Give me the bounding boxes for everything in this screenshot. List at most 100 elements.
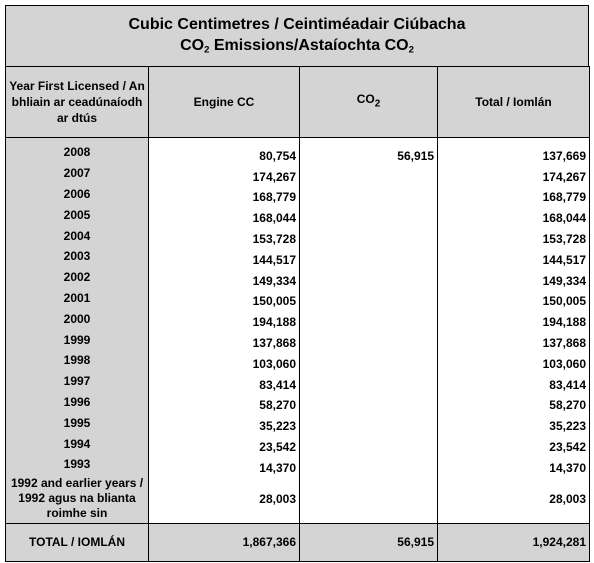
- row-co2: [299, 474, 438, 524]
- table-row: 2006 168,779 168,779: [5, 183, 590, 205]
- table-row: 2002 149,334 149,334: [5, 266, 590, 288]
- row-engine-cc: 174,267: [148, 162, 300, 184]
- row-co2: [299, 329, 438, 350]
- table-title-block: Cubic Centimetres / Ceintiméadair Ciúbac…: [5, 5, 589, 67]
- totals-label: TOTAL / IOMLÁN: [5, 522, 149, 562]
- row-total: 137,868: [437, 329, 590, 350]
- row-co2: [299, 245, 438, 267]
- row-total: 35,223: [437, 412, 590, 434]
- header-engine-cc: Engine CC: [148, 66, 300, 138]
- row-year: 2008: [5, 137, 149, 163]
- table-row: 2007 174,267 174,267: [5, 162, 590, 184]
- table-row: 2001 150,005 150,005: [5, 287, 590, 309]
- row-total: 149,334: [437, 266, 590, 288]
- row-engine-cc: 28,003: [148, 474, 300, 524]
- row-total: 14,370: [437, 453, 590, 475]
- row-engine-cc: 35,223: [148, 412, 300, 434]
- row-co2: [299, 412, 438, 434]
- row-engine-cc: 103,060: [148, 349, 300, 371]
- row-total: 58,270: [437, 391, 590, 413]
- row-total: 28,003: [437, 474, 590, 524]
- row-total: 144,517: [437, 245, 590, 267]
- row-co2: [299, 308, 438, 330]
- row-year: 1993: [5, 453, 149, 475]
- header-row: Year First Licensed / An bhliain ar cead…: [5, 66, 590, 138]
- row-total: 168,044: [437, 204, 590, 226]
- row-year: 2007: [5, 162, 149, 184]
- row-total: 137,669: [437, 137, 590, 163]
- header-total: Total / Iomlán: [437, 66, 590, 138]
- row-co2: [299, 266, 438, 288]
- row-year: 1996: [5, 391, 149, 413]
- table-row: 1993 14,370 14,370: [5, 453, 590, 475]
- row-engine-cc: 80,754: [148, 137, 300, 163]
- table-row: 1992 and earlier years / 1992 agus na bl…: [5, 474, 590, 524]
- row-year: 2005: [5, 204, 149, 226]
- row-engine-cc: 149,334: [148, 266, 300, 288]
- row-co2: [299, 287, 438, 309]
- row-year: 1994: [5, 433, 149, 454]
- totals-total: 1,924,281: [437, 522, 590, 562]
- row-co2: [299, 183, 438, 205]
- row-engine-cc: 137,868: [148, 329, 300, 350]
- table-row: 1999 137,868 137,868: [5, 329, 590, 350]
- table-row: 2003 144,517 144,517: [5, 245, 590, 267]
- row-total: 23,542: [437, 433, 590, 454]
- table-row: 2000 194,188 194,188: [5, 308, 590, 330]
- table-row: 1996 58,270 58,270: [5, 391, 590, 413]
- table-row: 1994 23,542 23,542: [5, 433, 590, 454]
- row-engine-cc: 83,414: [148, 370, 300, 392]
- row-engine-cc: 144,517: [148, 245, 300, 267]
- row-year: 2006: [5, 183, 149, 205]
- row-year: 1999: [5, 329, 149, 350]
- row-year: 1992 and earlier years / 1992 agus na bl…: [5, 474, 149, 524]
- row-engine-cc: 150,005: [148, 287, 300, 309]
- row-co2: [299, 225, 438, 246]
- row-co2: [299, 453, 438, 475]
- row-co2: 56,915: [299, 137, 438, 163]
- emissions-table-sheet: Cubic Centimetres / Ceintiméadair Ciúbac…: [5, 5, 590, 562]
- row-co2: [299, 391, 438, 413]
- row-year: 2002: [5, 266, 149, 288]
- row-year: 1997: [5, 370, 149, 392]
- row-total: 153,728: [437, 225, 590, 246]
- table-subtitle: CO2 Emissions/Astaíochta CO2: [180, 37, 414, 56]
- row-engine-cc: 14,370: [148, 453, 300, 475]
- table-row: 1995 35,223 35,223: [5, 412, 590, 434]
- row-co2: [299, 370, 438, 392]
- row-co2: [299, 162, 438, 184]
- table-body: 2008 80,754 56,915 137,669 2007 174,267 174,26…: [5, 137, 590, 524]
- header-year: Year First Licensed / An bhliain ar cead…: [5, 66, 149, 138]
- data-table: Year First Licensed / An bhliain ar cead…: [5, 66, 590, 562]
- row-year: 2003: [5, 245, 149, 267]
- row-engine-cc: 168,779: [148, 183, 300, 205]
- totals-engine: 1,867,366: [148, 522, 300, 562]
- table-title: Cubic Centimetres / Ceintiméadair Ciúbac…: [128, 16, 466, 33]
- row-year: 1995: [5, 412, 149, 434]
- table-row: 2004 153,728 153,728: [5, 225, 590, 246]
- row-co2: [299, 433, 438, 454]
- row-year: 2001: [5, 287, 149, 309]
- row-engine-cc: 194,188: [148, 308, 300, 330]
- totals-row: TOTAL / IOMLÁN 1,867,366 56,915 1,924,28…: [5, 522, 590, 562]
- table-row: 1998 103,060 103,060: [5, 349, 590, 371]
- row-engine-cc: 58,270: [148, 391, 300, 413]
- totals-co2: 56,915: [299, 522, 438, 562]
- row-year: 2000: [5, 308, 149, 330]
- row-engine-cc: 153,728: [148, 225, 300, 246]
- table-row: 2008 80,754 56,915 137,669: [5, 137, 590, 163]
- row-engine-cc: 23,542: [148, 433, 300, 454]
- table-row: 1997 83,414 83,414: [5, 370, 590, 392]
- row-total: 150,005: [437, 287, 590, 309]
- row-total: 168,779: [437, 183, 590, 205]
- table-row: 2005 168,044 168,044: [5, 204, 590, 226]
- row-co2: [299, 349, 438, 371]
- row-total: 194,188: [437, 308, 590, 330]
- row-engine-cc: 168,044: [148, 204, 300, 226]
- row-total: 103,060: [437, 349, 590, 371]
- row-total: 83,414: [437, 370, 590, 392]
- row-year: 1998: [5, 349, 149, 371]
- row-co2: [299, 204, 438, 226]
- row-year: 2004: [5, 225, 149, 246]
- header-co2: CO2: [299, 66, 438, 138]
